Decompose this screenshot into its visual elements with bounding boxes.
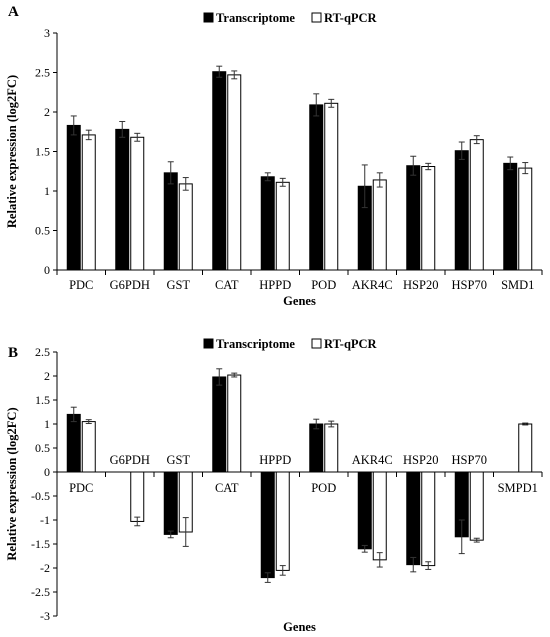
bar-rtqpcr bbox=[130, 471, 145, 522]
category-label: AKR4C bbox=[352, 278, 393, 292]
legend-swatch-transcriptome bbox=[203, 12, 214, 23]
bar-rtqpcr bbox=[227, 374, 242, 473]
bar-transcriptome bbox=[212, 376, 227, 473]
bar-transcriptome bbox=[357, 471, 372, 550]
category-label: G6PDH bbox=[110, 278, 150, 292]
y-tick-label: 1.5 bbox=[35, 145, 50, 159]
chart-panel-a: A 0 0.5 1 1.5 2 2.5 3 PDC G6PDH GST CAT HPPD POD AKR4C… bbox=[5, 4, 543, 308]
y-tick-label: 1 bbox=[44, 184, 50, 198]
bar-rtqpcr bbox=[275, 471, 290, 571]
panel-label: B bbox=[8, 345, 18, 361]
y-tick-label: 0 bbox=[44, 465, 50, 479]
category-label: SMD1 bbox=[501, 278, 534, 292]
y-tick-label: -1 bbox=[40, 513, 50, 527]
bar-transcriptome bbox=[309, 423, 324, 473]
bar-transcriptome bbox=[260, 176, 275, 271]
bar-transcriptome bbox=[503, 162, 518, 271]
y-tick-label: 0 bbox=[44, 263, 50, 277]
bar-transcriptome bbox=[406, 471, 421, 566]
category-label: GST bbox=[166, 453, 190, 467]
bar-rtqpcr bbox=[178, 183, 193, 271]
bar-rtqpcr bbox=[421, 471, 436, 567]
y-tick-label: 2 bbox=[44, 105, 50, 119]
bar-transcriptome bbox=[115, 128, 130, 271]
y-axis-title: Relative expression (log2FC) bbox=[5, 407, 19, 560]
bar-rtqpcr bbox=[81, 421, 96, 473]
y-tick-label: 2.5 bbox=[35, 66, 50, 80]
y-tick-label: 2 bbox=[44, 369, 50, 383]
bar-rtqpcr bbox=[227, 74, 242, 271]
category-label: HSP20 bbox=[403, 453, 438, 467]
legend-label: RT-qPCR bbox=[324, 337, 378, 351]
bar-rtqpcr bbox=[275, 181, 290, 271]
legend-swatch-rtqpcr bbox=[311, 338, 322, 349]
y-tick-label: 1 bbox=[44, 417, 50, 431]
category-label: CAT bbox=[215, 278, 239, 292]
bar-rtqpcr bbox=[469, 471, 484, 541]
category-label: POD bbox=[311, 481, 336, 495]
bar-transcriptome bbox=[66, 124, 81, 271]
y-tick-label: 1.5 bbox=[35, 393, 50, 407]
category-label: PDC bbox=[69, 278, 93, 292]
y-tick-label: 3 bbox=[44, 26, 50, 40]
y-tick-label: -0.5 bbox=[31, 489, 50, 503]
legend: Transcriptome RT-qPCR bbox=[203, 11, 378, 25]
category-label: HPPD bbox=[259, 278, 291, 292]
bar-transcriptome bbox=[454, 150, 469, 271]
bar-rtqpcr bbox=[81, 134, 96, 271]
bar-rtqpcr bbox=[324, 423, 339, 473]
chart-panel-b: B -3 -2.5 -2 -1.5 -1 -0.5 0 0.5 1 1.5 2 2.5 PDC G6PDH G… bbox=[5, 337, 543, 634]
legend-swatch-rtqpcr bbox=[311, 12, 322, 23]
panel-label: A bbox=[8, 4, 19, 20]
bar-transcriptome bbox=[212, 71, 227, 271]
legend-label: RT-qPCR bbox=[324, 11, 378, 25]
category-label: SMPD1 bbox=[498, 481, 538, 495]
bar-transcriptome bbox=[260, 471, 275, 579]
bar-rtqpcr bbox=[421, 166, 436, 271]
bar-rtqpcr bbox=[372, 471, 387, 561]
bar-rtqpcr bbox=[518, 167, 533, 271]
category-label: PDC bbox=[69, 481, 93, 495]
bar-transcriptome bbox=[66, 413, 81, 473]
category-label: AKR4C bbox=[352, 453, 393, 467]
bar-rtqpcr bbox=[372, 179, 387, 271]
x-axis-title: Genes bbox=[283, 294, 316, 308]
y-tick-label: -2.5 bbox=[31, 585, 50, 599]
bar-transcriptome bbox=[163, 471, 178, 535]
y-tick-label: 0.5 bbox=[35, 441, 50, 455]
y-tick-label: 2.5 bbox=[35, 345, 50, 359]
y-tick-label: 0.5 bbox=[35, 224, 50, 238]
category-label: HPPD bbox=[259, 453, 291, 467]
y-tick-label: -2 bbox=[40, 561, 50, 575]
bar-transcriptome bbox=[406, 165, 421, 271]
category-label: POD bbox=[311, 278, 336, 292]
bar-rtqpcr bbox=[518, 423, 533, 473]
category-label: HSP70 bbox=[452, 453, 487, 467]
legend-label: Transcriptome bbox=[216, 11, 295, 25]
bar-transcriptome bbox=[163, 172, 178, 271]
legend-label: Transcriptome bbox=[216, 337, 295, 351]
y-tick-label: -1.5 bbox=[31, 537, 50, 551]
category-label: HSP20 bbox=[403, 278, 438, 292]
category-label: G6PDH bbox=[110, 453, 150, 467]
bar-transcriptome bbox=[309, 104, 324, 271]
x-axis-title: Genes bbox=[283, 620, 316, 634]
bar-rtqpcr bbox=[469, 139, 484, 271]
bar-rtqpcr bbox=[324, 102, 339, 271]
category-label: CAT bbox=[215, 481, 239, 495]
legend: Transcriptome RT-qPCR bbox=[203, 337, 378, 351]
bar-rtqpcr bbox=[130, 136, 145, 271]
y-axis-title: Relative expression (log2FC) bbox=[5, 75, 19, 228]
category-label: HSP70 bbox=[452, 278, 487, 292]
legend-swatch-transcriptome bbox=[203, 338, 214, 349]
y-tick-label: -3 bbox=[40, 609, 50, 623]
category-label: GST bbox=[166, 278, 190, 292]
